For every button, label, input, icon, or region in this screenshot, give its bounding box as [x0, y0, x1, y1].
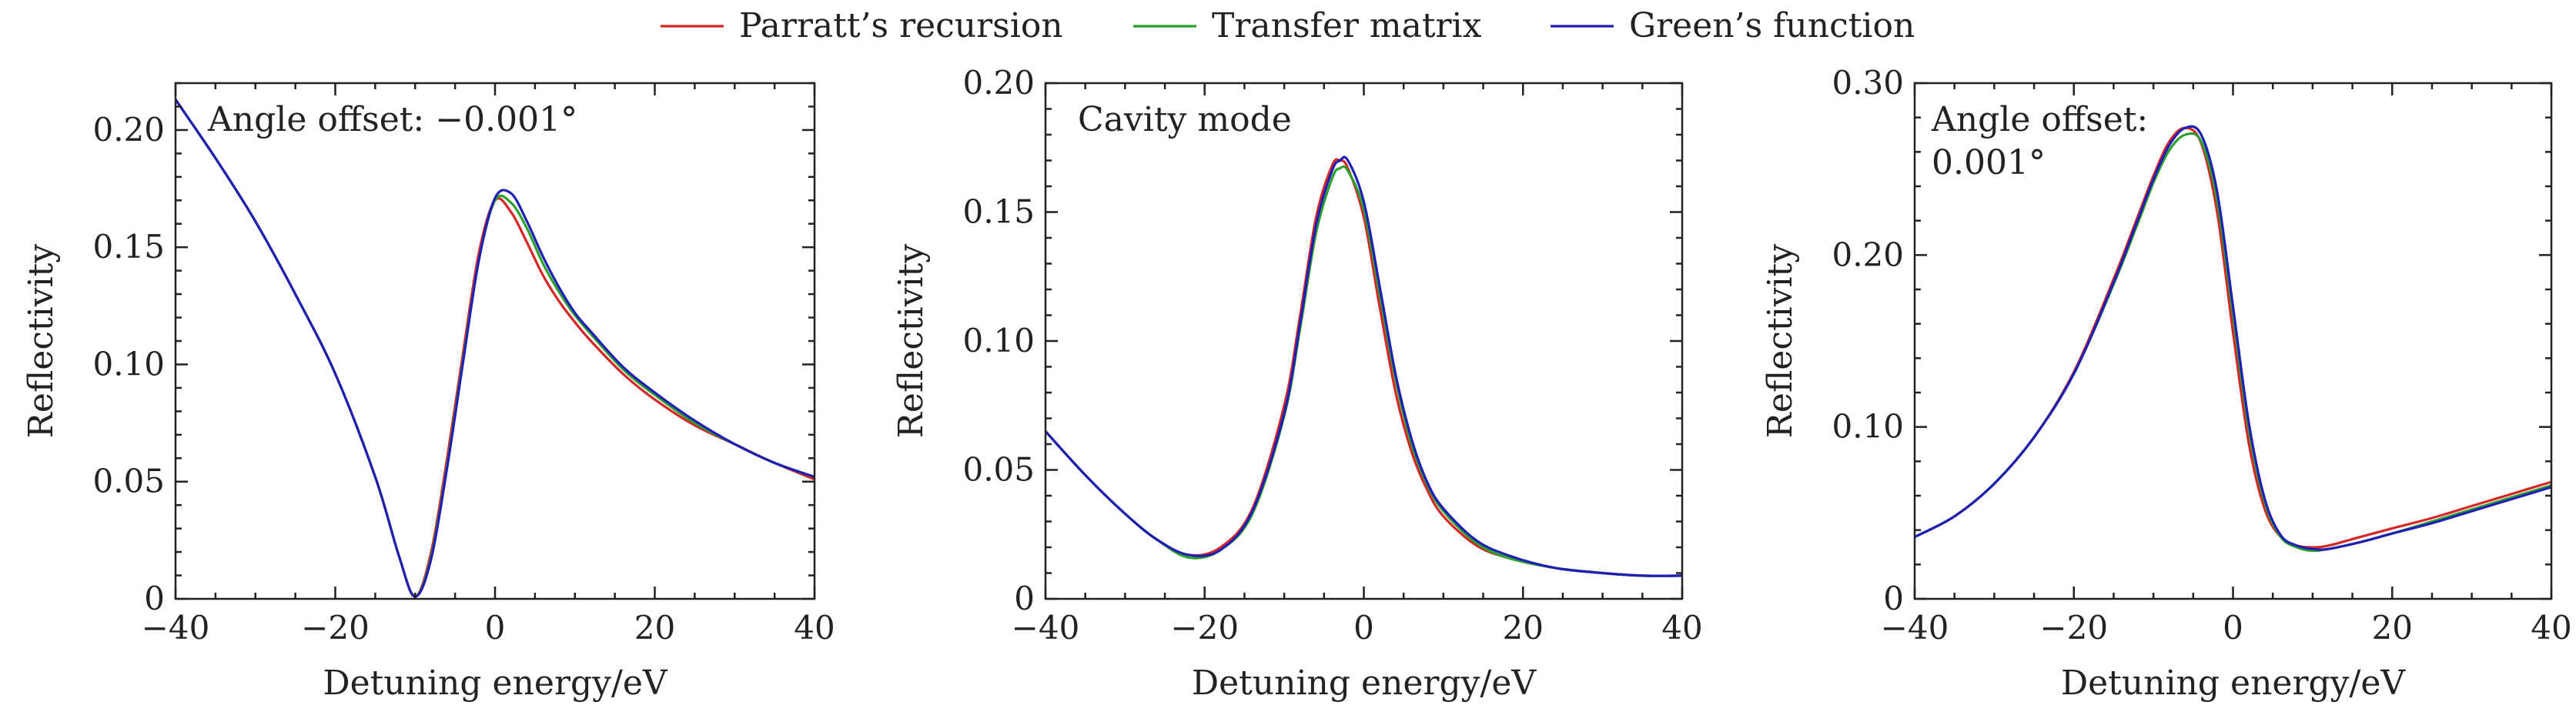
y-tick-label: 0.20 [92, 111, 165, 149]
legend-label-transfer: Transfer matrix [1212, 6, 1482, 45]
x-tick-label: 40 [2531, 609, 2571, 647]
panel-annotation: Angle offset: −0.001° [207, 100, 577, 139]
series-group [176, 98, 815, 598]
y-tick-label: 0 [144, 580, 165, 617]
y-tick-label: 0.20 [1832, 236, 1904, 273]
series-line-parratt [1045, 158, 1682, 577]
x-tick-label: −40 [142, 609, 210, 647]
y-axis-label: Reflectivity [1761, 244, 1800, 439]
legend-item-transfer: Transfer matrix [1133, 6, 1482, 45]
x-tick-label: 20 [2372, 609, 2413, 647]
legend: Parratt’s recursion Transfer matrix Green’… [661, 6, 1915, 45]
legend-label-parratt: Parratt’s recursion [739, 6, 1063, 45]
y-tick-label: 0.20 [962, 64, 1035, 102]
series-line-transfer [176, 98, 815, 598]
panel-annotation: Cavity mode [1078, 100, 1292, 139]
panel-annotation: 0.001° [1932, 143, 2046, 182]
y-tick-label: 0.15 [962, 193, 1035, 231]
series-line-green [1915, 125, 2551, 551]
x-tick-label: −40 [1012, 609, 1080, 647]
series-line-transfer [1045, 165, 1682, 577]
legend-item-parratt: Parratt’s recursion [661, 6, 1063, 45]
x-axis-label: Detuning energy/eV [323, 664, 668, 703]
y-axis-label: Reflectivity [22, 244, 61, 439]
x-tick-label: 0 [2223, 609, 2243, 647]
x-axis-label: Detuning energy/eV [2061, 664, 2407, 703]
y-tick-label: 0.05 [92, 463, 165, 500]
x-tick-label: 40 [794, 609, 835, 647]
x-tick-label: 0 [485, 609, 506, 647]
series-group [1045, 155, 1682, 577]
chart-panels: −40 −20 0 20 40 0 0.05 0.10 0.15 0.20 Detuning ene… [22, 64, 2572, 703]
x-tick-label: −20 [301, 609, 370, 647]
x-tick-label: 40 [1661, 609, 1702, 647]
x-tick-label: −20 [2039, 609, 2108, 647]
y-tick-label: 0.05 [962, 451, 1035, 489]
x-tick-label: 20 [634, 609, 675, 647]
legend-item-green: Green’s function [1551, 6, 1915, 45]
y-tick-label: 0.30 [1832, 64, 1904, 102]
y-tick-label: 0.10 [92, 345, 165, 383]
series-group [1915, 125, 2551, 553]
y-tick-label: 0 [1883, 580, 1904, 617]
series-line-parratt [176, 98, 815, 598]
plot-frame [174, 82, 816, 600]
panel-annotation: Angle offset: [1931, 100, 2148, 139]
series-line-parratt [1915, 126, 2551, 549]
y-tick-label: 0.15 [92, 228, 165, 266]
x-tick-label: −40 [1881, 609, 1949, 647]
x-tick-label: −20 [1170, 609, 1239, 647]
y-axis-label: Reflectivity [892, 244, 931, 439]
chart-panel-3: −40 −20 0 20 40 0 0.10 0.20 0.30 Detuning energy/… [1761, 64, 2572, 703]
series-line-green [176, 98, 815, 598]
y-tick-label: 0.10 [1832, 408, 1904, 446]
chart-panel-1: −40 −20 0 20 40 0 0.05 0.10 0.15 0.20 Detuning ene… [22, 82, 835, 703]
series-line-green [1045, 155, 1682, 577]
plot-frame [1044, 82, 1684, 600]
x-tick-label: 0 [1353, 609, 1374, 647]
x-tick-label: 20 [1503, 609, 1544, 647]
legend-label-green: Green’s function [1629, 6, 1915, 45]
y-tick-label: 0.10 [962, 322, 1035, 359]
chart-panel-2: −40 −20 0 20 40 0 0.05 0.10 0.15 0.20 Detuning ene… [892, 64, 1703, 703]
y-tick-label: 0 [1014, 580, 1035, 617]
series-line-transfer [1915, 132, 2551, 553]
x-axis-label: Detuning energy/eV [1192, 664, 1537, 703]
